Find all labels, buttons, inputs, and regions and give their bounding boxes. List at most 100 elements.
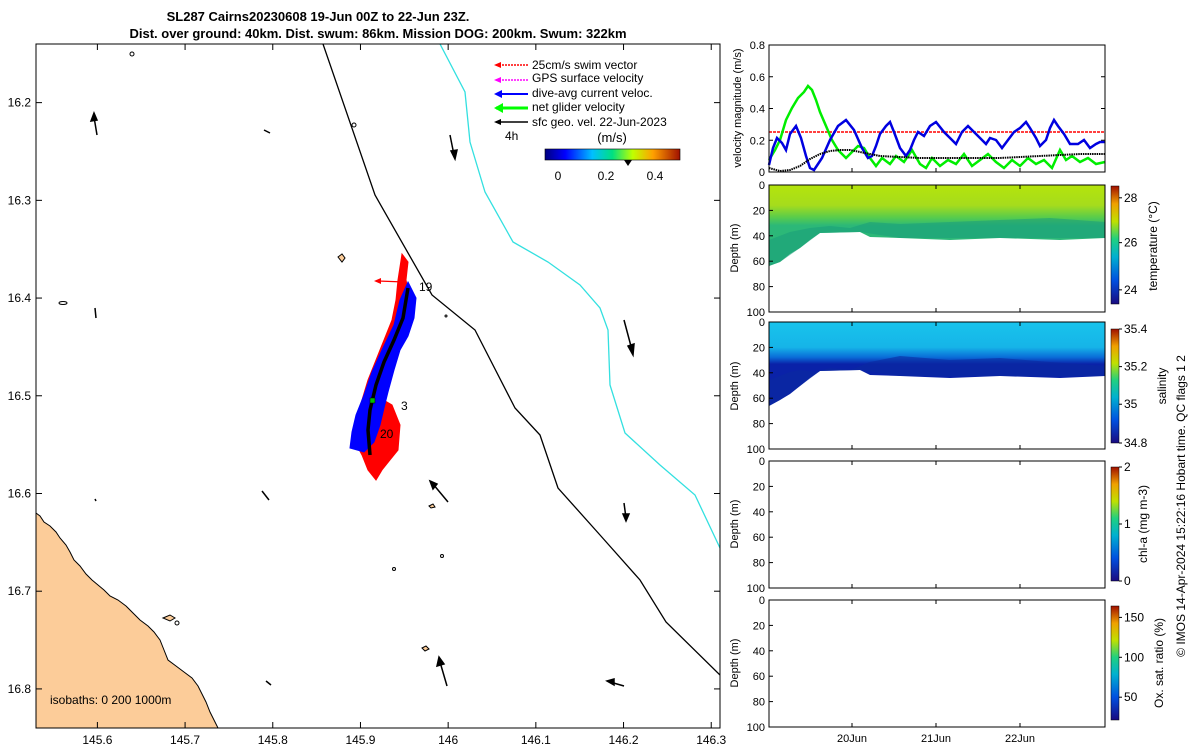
chla-colorbar [1110,466,1120,582]
salinity-axes: 0 20 40 60 80 100 35.4 35.2 35 34.8 [747,317,1148,456]
cbar-tick-label: 50 [1124,690,1138,704]
reef-dot [129,51,135,57]
footer-credit: © IMOS 14-Apr-2024 15:22:16 Hobart time.… [1174,355,1188,657]
isobath-1000 [439,44,720,549]
depth-tick-label: 80 [753,697,765,709]
map-y-tick-label: 16.3 [8,193,32,207]
salinity-ylabel: Depth (m) [729,362,741,411]
cbar-tick-label: 35 [1124,397,1138,411]
map-y-tick-label: 16.4 [8,291,32,305]
cbar-tick-label: 0 [1124,574,1131,588]
cbar-tick-label: 28 [1124,191,1138,205]
reef-dot [174,620,180,626]
temperature-cbar-label: temperature (°C) [1146,201,1160,291]
reef-dot [440,554,444,558]
depth-tick-label: 40 [753,646,765,658]
temperature-panel: 0 20 40 60 80 100 28 26 24 Depth (m) temperature… [729,180,1160,319]
land-mass [36,512,219,728]
map-frame [35,43,721,729]
legend-label: sfc geo. vel. 22-Jun-2023 [532,115,667,129]
map-x-tick-label: 145.9 [345,733,375,747]
legend-label: GPS surface velocity [532,71,643,85]
temperature-frame [768,184,1106,313]
current-series [767,117,1105,172]
time-tick-label: 22Jun [1005,733,1035,745]
salinity-panel: 0 20 40 60 80 100 35.4 35.2 35 34.8 Depth (m) sal… [729,317,1169,456]
temperature-axes: 0 20 40 60 80 100 28 26 24 [747,180,1138,319]
depth-tick-label: 20 [753,481,765,493]
temperature-ylabel: Depth (m) [729,224,741,273]
vel-y-tick-label: 0 [759,167,765,179]
reef-dot [351,122,357,128]
depth-tick-label: 80 [753,419,765,431]
chla-axes: 0 20 40 60 80 100 2 1 0 [747,456,1131,595]
temperature-deep [769,218,1105,266]
legend-label: 25cm/s swim vector [532,58,637,72]
velocity-ylabel: velocity magnitude (m/s) [732,48,744,167]
depth-tick-label: 40 [753,231,765,243]
vel-y-tick-label: 0.4 [750,104,765,116]
map-y-tick-label: 16.5 [8,389,32,403]
depth-tick-label: 100 [747,307,765,319]
cbar-tick-label: 26 [1124,236,1138,250]
oxygen-ylabel: Depth (m) [729,639,741,688]
depth-tick-label: 60 [753,532,765,544]
salinity-deep [769,356,1105,406]
depth-tick-label: 80 [753,558,765,570]
depth-tick-label: 100 [747,583,765,595]
chla-frame [768,460,1106,589]
sfc-geo-arrows [89,110,635,687]
temperature-colorbar [1110,185,1120,305]
depth-tick-label: 0 [759,595,765,607]
map-contents: 19 3 20 [36,44,720,728]
island [421,645,430,652]
chla-cbar-label: chl-a (mg m-3) [1136,485,1150,563]
map-x-tick-label: 145.8 [258,733,288,747]
oxygen-frame [768,599,1106,728]
cbar-tick-label: 35.2 [1124,360,1148,374]
net-track [366,287,410,456]
map-colorbar-tick: 0.4 [647,169,664,183]
cbar-tick-label: 100 [1124,650,1144,664]
map-y-tick-label: 16.2 [8,96,32,110]
salinity-colorbar [1110,328,1120,444]
reef-dot [392,567,396,571]
depth-tick-label: 60 [753,256,765,268]
cbar-tick-label: 34.8 [1124,436,1148,450]
reef-dot [58,301,68,305]
map-x-tick-label: 145.6 [82,733,112,747]
legend-item-geo: sfc geo. vel. 22-Jun-2023 [494,115,667,129]
isobath-200 [322,44,720,676]
depth-tick-label: 100 [747,444,765,456]
map-x-tick-label: 146.1 [521,733,551,747]
time-tick-label: 21Jun [921,733,951,745]
map-y-tick-label: 16.7 [8,584,32,598]
oxygen-colorbar [1110,605,1120,721]
island [428,503,436,509]
depth-tick-label: 80 [753,282,765,294]
oxygen-axes: 0 20 40 60 80 100 150 100 50 20Jun 21Jun 22Jun [747,595,1145,745]
legend-item-swim: 25cm/s swim vector [494,58,637,72]
legend-4h: 4h [505,129,518,143]
map-colorbar-tick: 0 [555,169,562,183]
vel-y-tick-label: 0.8 [750,40,765,52]
sfc-geo-series [768,149,1105,173]
cbar-tick-label: 24 [1124,283,1138,297]
legend-label: net glider velocity [532,100,625,114]
chla-panel: 0 20 40 60 80 100 2 1 0 Depth (m) chl-a (mg m-3) [729,456,1150,595]
cbar-tick-label: 1 [1124,517,1131,531]
chla-ylabel: Depth (m) [729,500,741,549]
salinity-cbar-label: salinity [1155,368,1169,405]
map-x-tick-label: 146.3 [696,733,726,747]
map-y-tick-label: 16.8 [8,682,32,696]
colorbar-pointer [624,160,632,166]
map-x-tick-label: 145.7 [170,733,200,747]
map-legend: 25cm/s swim vector GPS surface velocity … [494,58,681,183]
title-line1: SL287 Cairns20230608 19-Jun 00Z to 22-Ju… [167,9,470,24]
depth-tick-label: 60 [753,671,765,683]
time-tick-label: 20Jun [837,733,867,745]
map-axes: 145.6 145.7 145.8 145.9 146 146.1 146.2 146.3 16… [8,44,727,747]
track-label-19: 19 [419,280,433,294]
map-x-tick-label: 146.2 [609,733,639,747]
velocity-axes: 0 0.2 0.4 0.6 0.8 [750,40,1105,179]
